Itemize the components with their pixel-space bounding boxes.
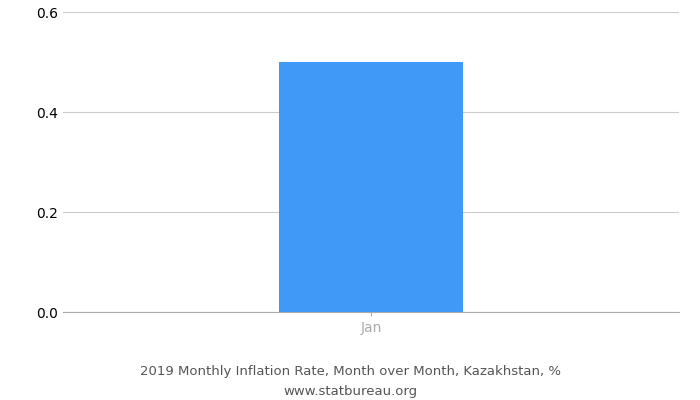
Bar — [279, 62, 463, 312]
Text: 2019 Monthly Inflation Rate, Month over Month, Kazakhstan, %: 2019 Monthly Inflation Rate, Month over … — [139, 366, 561, 378]
Text: www.statbureau.org: www.statbureau.org — [283, 386, 417, 398]
